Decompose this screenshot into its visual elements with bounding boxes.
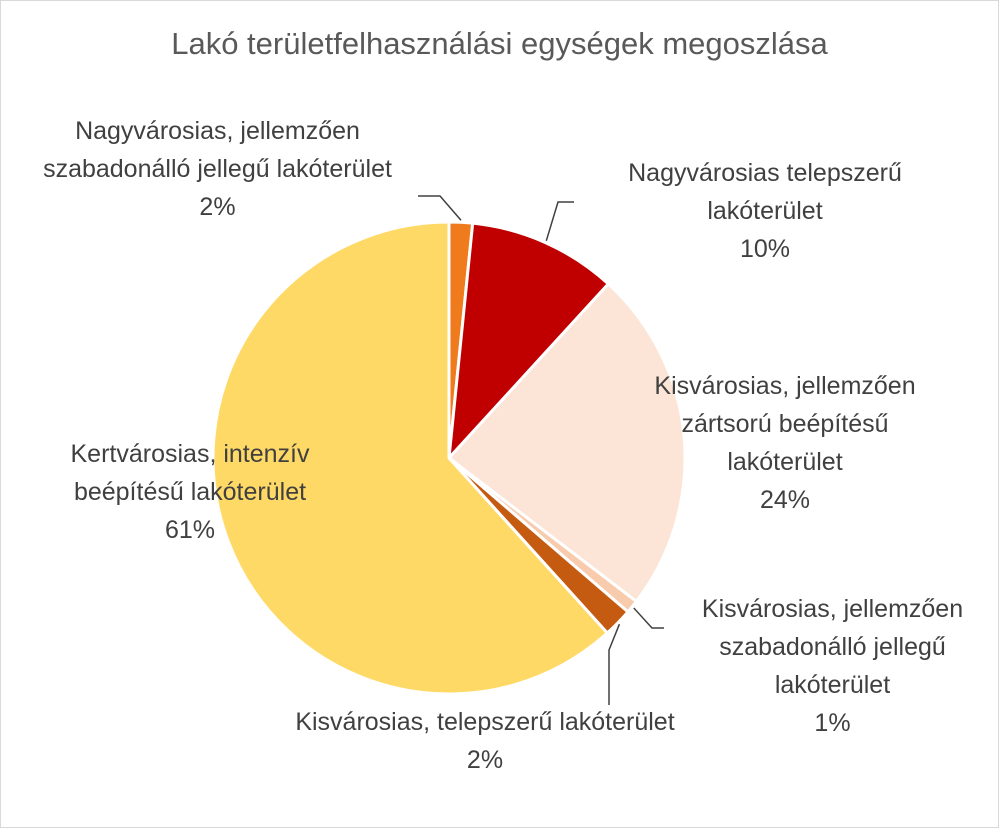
slice-label-line: lakóterület bbox=[707, 197, 823, 225]
slice-label-nagyvarosias-telepszeru: Nagyvárosias telepszerű lakóterület 10% bbox=[580, 154, 950, 268]
pie-slice-5 bbox=[211, 220, 609, 696]
slice-label-line: Nagyvárosias, jellemzően bbox=[75, 117, 360, 145]
chart-title: Lakó területfelhasználási egységek megos… bbox=[171, 26, 828, 61]
slice-label-line: Kisvárosias, jellemzően bbox=[654, 372, 916, 400]
pie-slice-1 bbox=[447, 221, 610, 460]
slice-label-line: Kisvárosias, jellemzően bbox=[701, 595, 964, 623]
slice-label-line: zártsorú beépítésű bbox=[681, 410, 889, 438]
slice-label-pct: 1% bbox=[814, 709, 851, 737]
slice-label-pct: 10% bbox=[739, 235, 791, 263]
slice-label-line: Kertvárosias, intenzív bbox=[70, 440, 310, 468]
leader-line-1 bbox=[545, 201, 574, 242]
slice-label-line: szabadonálló jellegű bbox=[719, 633, 946, 661]
slice-label-line: Nagyvárosias telepszerű bbox=[628, 159, 902, 187]
slice-label-pct: 2% bbox=[466, 746, 504, 774]
leader-line-3 bbox=[633, 607, 664, 629]
slice-label-pct: 24% bbox=[759, 486, 811, 514]
slice-label-line: szabadonálló jellegű lakóterület bbox=[43, 155, 392, 183]
slice-label-kisvarosias-szabadonallo: Kisvárosias, jellemzően szabadonálló jel… bbox=[660, 590, 999, 742]
slice-label-kisvarosias-telepszeru: Kisvárosias, telepszerű lakóterület 2% bbox=[250, 703, 720, 779]
leader-line-4 bbox=[608, 623, 621, 705]
slice-label-line: Kisvárosias, telepszerű lakóterület bbox=[295, 708, 675, 736]
leader-line-0 bbox=[418, 195, 462, 221]
slice-label-pct: 2% bbox=[199, 193, 236, 221]
slice-label-line: lakóterület bbox=[727, 448, 843, 476]
slice-label-nagyvarosias-szabadonallo: Nagyvárosias, jellemzően szabadonálló je… bbox=[0, 112, 435, 226]
slice-label-line: lakóterület bbox=[774, 671, 891, 699]
slice-label-kisvarosias-zartsoru: Kisvárosias, jellemzően zártsorú beépíté… bbox=[610, 367, 960, 519]
slice-label-line: beépítésű lakóterület bbox=[73, 478, 307, 506]
pie-slice-2 bbox=[447, 282, 687, 603]
slice-label-kertvarosias: Kertvárosias, intenzív beépítésű lakóter… bbox=[30, 435, 350, 549]
slice-label-pct: 61% bbox=[164, 516, 216, 544]
